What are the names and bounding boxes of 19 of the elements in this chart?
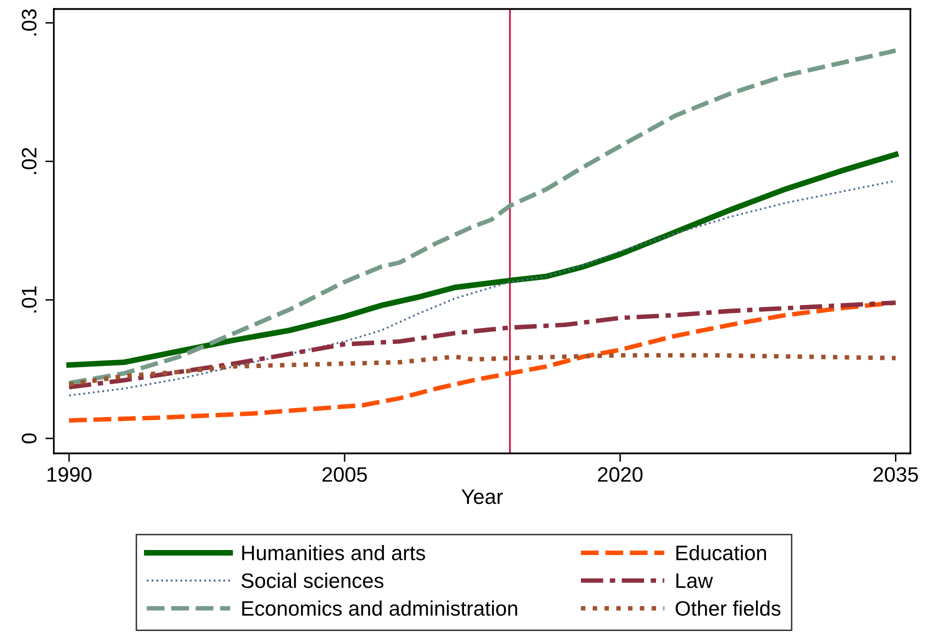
x-tick-label: 1990 bbox=[47, 467, 92, 482]
line-series bbox=[66, 48, 898, 386]
y-tick-label: .03 bbox=[22, 9, 37, 36]
legend-label: Law bbox=[676, 574, 713, 588]
x-tick-label: 2005 bbox=[322, 467, 367, 482]
x-tick-label: 2035 bbox=[874, 467, 918, 482]
legend-label: Economics and administration bbox=[242, 600, 518, 616]
legend-label: Social sciences bbox=[241, 572, 384, 588]
line-series bbox=[66, 300, 898, 390]
x-axis-title: Year bbox=[462, 490, 503, 504]
legend-label: Humanities and arts bbox=[242, 545, 426, 560]
line-series bbox=[66, 353, 898, 387]
legend-label: Education bbox=[676, 545, 766, 560]
y-tick-label: .01 bbox=[22, 286, 37, 312]
line-series bbox=[68, 180, 897, 396]
y-tick-label: 0 bbox=[22, 433, 37, 444]
y-tick-label: .02 bbox=[22, 148, 37, 174]
x-tick-label: 2020 bbox=[598, 467, 642, 482]
legend-label: Other fields bbox=[676, 600, 780, 616]
